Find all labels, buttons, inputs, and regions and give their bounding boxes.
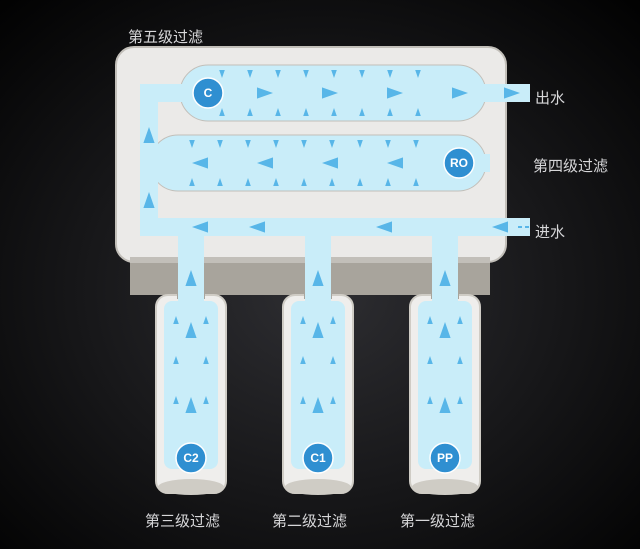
label-stage4: 第四级过滤: [533, 155, 608, 176]
svg-text:C1: C1: [310, 451, 326, 465]
water-filter-diagram: CROC2C1PP 第五级过滤 第四级过滤 第三级过滤 第二级过滤 第一级过滤 …: [0, 0, 640, 549]
label-outlet: 出水: [535, 87, 565, 108]
label-inlet: 进水: [535, 221, 565, 242]
svg-text:C: C: [204, 86, 213, 100]
label-stage1: 第一级过滤: [400, 510, 475, 531]
label-stage2: 第二级过滤: [272, 510, 347, 531]
label-stage5: 第五级过滤: [128, 26, 203, 47]
label-stage3: 第三级过滤: [145, 510, 220, 531]
diagram-svg: C RO C2 C1 PP: [0, 0, 640, 549]
svg-text:C2: C2: [183, 451, 199, 465]
svg-text:RO: RO: [450, 156, 468, 170]
svg-text:PP: PP: [437, 451, 453, 465]
